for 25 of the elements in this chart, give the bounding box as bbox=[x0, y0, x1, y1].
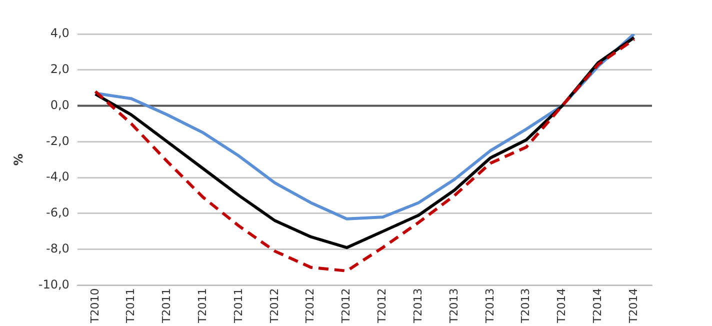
x-tick-label: T2012 bbox=[376, 288, 389, 324]
x-tick-label: T2013 bbox=[519, 288, 532, 324]
y-tick-label: 2,0 bbox=[50, 62, 70, 76]
x-tick-label: T2013 bbox=[447, 288, 460, 324]
x-tick-label: T2012 bbox=[304, 288, 317, 324]
x-tick-label: T2012 bbox=[340, 288, 353, 324]
x-tick-label: T2014 bbox=[555, 288, 568, 324]
x-tick-label: T2011 bbox=[196, 288, 209, 324]
x-tick-label: T2011 bbox=[160, 288, 174, 324]
x-tick-label: T2013 bbox=[411, 288, 424, 324]
y-tick-label: 0,0 bbox=[50, 98, 70, 112]
y-tick-label: -6,0 bbox=[46, 206, 70, 220]
x-tick-label: T2011 bbox=[124, 288, 138, 324]
y-axis-title: % bbox=[11, 154, 26, 166]
y-tick-label: -8,0 bbox=[46, 242, 70, 256]
x-tick-label: T2014 bbox=[626, 288, 640, 324]
x-tick-label: T2012 bbox=[268, 288, 281, 324]
y-tick-label: -10,0 bbox=[38, 277, 70, 292]
x-tick-label: T2010 bbox=[88, 288, 102, 324]
x-tick-label: T2011 bbox=[232, 288, 245, 324]
x-tick-label: T2013 bbox=[483, 288, 496, 324]
x-tick-label: T2014 bbox=[590, 288, 604, 324]
y-tick-label: -4,0 bbox=[46, 170, 70, 184]
y-tick-label: 4,0 bbox=[50, 26, 70, 40]
y-tick-label: -2,0 bbox=[46, 134, 70, 148]
